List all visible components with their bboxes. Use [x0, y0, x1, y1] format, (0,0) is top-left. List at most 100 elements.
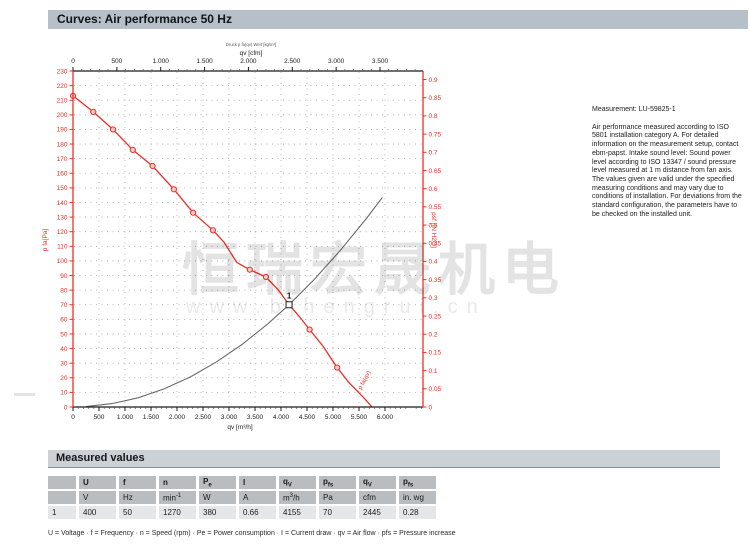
table-cell: 50 [119, 506, 156, 519]
svg-text:3.000: 3.000 [221, 414, 238, 421]
svg-text:0.1: 0.1 [429, 368, 438, 375]
svg-text:0.15: 0.15 [429, 350, 442, 357]
column-unit: Pa [319, 491, 356, 504]
svg-text:p fa(qv): p fa(qv) [358, 370, 373, 391]
table-cell: 1270 [159, 506, 196, 519]
svg-text:1: 1 [287, 292, 292, 301]
svg-text:0.45: 0.45 [429, 241, 442, 248]
svg-text:220: 220 [57, 83, 68, 90]
column-unit: W [199, 491, 236, 504]
column-unit: V [79, 491, 116, 504]
table-row: 1 400 50 1270 380 0.66 4155 70 2445 0.28 [48, 506, 436, 519]
column-unit: in. wg [399, 491, 436, 504]
svg-text:0: 0 [429, 404, 433, 411]
column-symbol: I [239, 476, 276, 489]
svg-text:180: 180 [57, 141, 68, 148]
svg-text:0.2: 0.2 [429, 332, 438, 339]
measurement-note: Measurement: LU-59825-1 Air performance … [592, 106, 746, 219]
table-cell: 1 [48, 506, 76, 519]
svg-text:70: 70 [60, 302, 68, 309]
svg-text:3.500: 3.500 [372, 58, 389, 65]
column-unit: A [239, 491, 276, 504]
svg-text:160: 160 [57, 171, 68, 178]
svg-text:500: 500 [94, 414, 105, 421]
svg-text:50: 50 [60, 331, 68, 338]
column-unit: m3/h [279, 491, 316, 504]
svg-text:110: 110 [57, 244, 68, 251]
column-symbol: f [119, 476, 156, 489]
svg-text:0: 0 [64, 404, 68, 411]
table-cell: 400 [79, 506, 116, 519]
column-unit [48, 491, 76, 504]
svg-text:1.000: 1.000 [153, 58, 170, 65]
svg-text:500: 500 [111, 58, 122, 65]
svg-text:2.000: 2.000 [240, 58, 257, 65]
svg-text:psf [IN H2O]: psf [IN H2O] [430, 212, 437, 248]
column-symbol: U [79, 476, 116, 489]
measured-values-header: Measured values [48, 450, 720, 468]
column-symbol: Pe [199, 476, 236, 489]
column-symbol: pfs [319, 476, 356, 489]
svg-text:230: 230 [57, 68, 68, 75]
svg-text:5.000: 5.000 [325, 414, 342, 421]
system-curve [85, 197, 383, 408]
svg-text:0: 0 [71, 58, 75, 65]
svg-text:210: 210 [57, 98, 68, 105]
svg-text:30: 30 [60, 360, 68, 367]
svg-text:0.05: 0.05 [429, 386, 442, 393]
svg-text:20: 20 [60, 375, 68, 382]
column-symbol: qV [279, 476, 316, 489]
column-symbol [48, 476, 76, 489]
svg-text:100: 100 [57, 258, 68, 265]
svg-text:60: 60 [60, 317, 68, 324]
svg-text:0.85: 0.85 [429, 95, 442, 102]
svg-text:40: 40 [60, 346, 68, 353]
svg-text:2.000: 2.000 [169, 414, 186, 421]
svg-text:2.500: 2.500 [284, 58, 301, 65]
svg-text:6.000: 6.000 [377, 414, 394, 421]
table-cell: 0.28 [399, 506, 436, 519]
svg-text:170: 170 [57, 156, 68, 163]
column-unit: Hz [119, 491, 156, 504]
svg-text:0.8: 0.8 [429, 113, 438, 120]
svg-text:4.000: 4.000 [273, 414, 290, 421]
fan-curve-markers [69, 92, 341, 371]
table-cell: 0.66 [239, 506, 276, 519]
svg-text:3.500: 3.500 [247, 414, 264, 421]
table-cell: 70 [319, 506, 356, 519]
column-symbol: n [159, 476, 196, 489]
fan-curve [72, 95, 373, 408]
svg-text:2.500: 2.500 [195, 414, 212, 421]
svg-text:p fa[Pa]: p fa[Pa] [42, 229, 49, 252]
svg-text:5.500: 5.500 [351, 414, 368, 421]
svg-text:0.9: 0.9 [429, 77, 438, 84]
x-axis-bottom: 0 500 1.000 1.500 2.000 2.500 3.000 3.500 4.000 4… [71, 407, 422, 431]
svg-text:150: 150 [57, 185, 68, 192]
measurement-id: Measurement: LU-59825-1 [592, 106, 676, 113]
svg-text:0.25: 0.25 [429, 313, 442, 320]
svg-text:120: 120 [57, 229, 68, 236]
svg-text:200: 200 [57, 112, 68, 119]
svg-text:190: 190 [57, 127, 68, 134]
y-axis-left: 0 10 20 30 40 50 60 70 80 90 100 110 120 130 140 150 160… [42, 68, 73, 411]
measurement-body: Air performance measured according to IS… [592, 123, 742, 218]
svg-text:4.500: 4.500 [299, 414, 316, 421]
svg-text:1.500: 1.500 [143, 414, 160, 421]
svg-text:0: 0 [71, 414, 75, 421]
column-unit: cfm [359, 491, 396, 504]
svg-text:1.000: 1.000 [117, 414, 134, 421]
svg-text:80: 80 [60, 287, 68, 294]
table-cell: 2445 [359, 506, 396, 519]
svg-text:0.35: 0.35 [429, 277, 442, 284]
y-axis-right: 0 0.05 0.1 0.15 0.2 0.25 0.3 0.35 0.4 0.45 0.5 0.55… [423, 77, 442, 411]
chart-grid [74, 72, 422, 406]
table-cell: 380 [199, 506, 236, 519]
svg-text:0.7: 0.7 [429, 150, 438, 157]
svg-text:3.000: 3.000 [328, 58, 345, 65]
svg-text:0.55: 0.55 [429, 204, 442, 211]
table-cell: 4155 [279, 506, 316, 519]
svg-text:90: 90 [60, 273, 68, 280]
svg-text:qv [m³/h]: qv [m³/h] [227, 424, 252, 431]
fan-curve-label: p fa(qv) [358, 370, 373, 391]
